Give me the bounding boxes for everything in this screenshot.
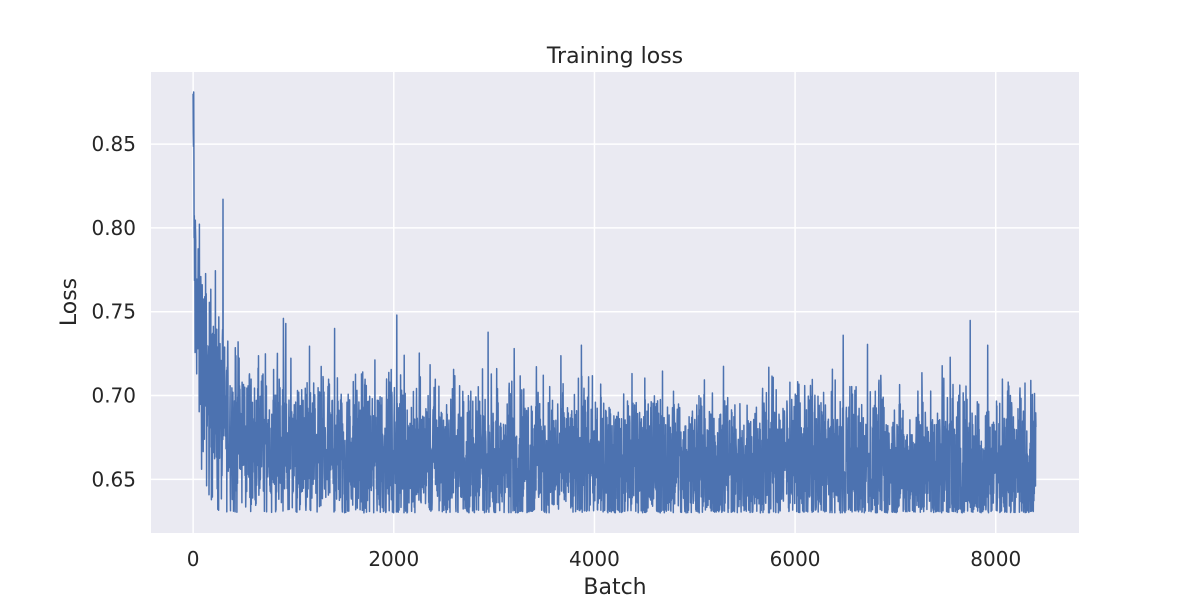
y-tick-label: 0.70	[91, 384, 136, 408]
x-tick-label: 2000	[368, 547, 419, 571]
y-axis-label: Loss	[57, 278, 82, 326]
y-tick-labels: 0.65 0.70 0.75 0.80 0.85	[91, 132, 136, 491]
y-tick-label: 0.65	[91, 467, 136, 491]
x-tick-label: 4000	[569, 547, 620, 571]
x-tick-label: 6000	[770, 547, 821, 571]
x-axis-label: Batch	[583, 575, 646, 600]
y-tick-label: 0.85	[91, 132, 136, 156]
y-tick-label: 0.80	[91, 216, 136, 240]
y-tick-label: 0.75	[91, 300, 136, 324]
x-tick-label: 8000	[970, 547, 1021, 571]
series-layer	[192, 91, 1037, 514]
loss-series-line	[192, 91, 1037, 514]
chart-title: Training loss	[546, 44, 683, 69]
x-tick-labels: 0 2000 4000 6000 8000	[187, 547, 1021, 571]
x-tick-label: 0	[187, 547, 200, 571]
